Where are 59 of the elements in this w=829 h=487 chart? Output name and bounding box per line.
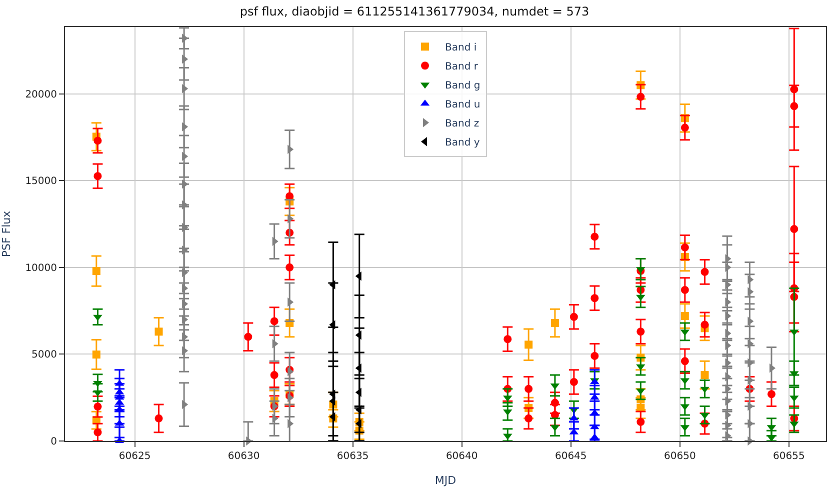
point bbox=[286, 263, 294, 272]
y-tick-label: 15000 bbox=[25, 176, 57, 188]
point bbox=[154, 414, 163, 422]
point bbox=[680, 286, 689, 294]
point bbox=[244, 332, 252, 341]
point bbox=[680, 312, 689, 320]
point bbox=[550, 318, 559, 327]
y-tick-label: 5000 bbox=[32, 350, 57, 361]
point bbox=[270, 371, 278, 380]
x-tick-label: 60640 bbox=[446, 451, 478, 462]
x-tick-label: 60630 bbox=[228, 451, 260, 462]
point bbox=[767, 390, 776, 398]
chart-title: psf flux, diaobjid = 611255141361779034, numdet = 573 bbox=[240, 4, 590, 19]
x-tick-label: 60655 bbox=[773, 451, 805, 462]
legend-label: Band g bbox=[445, 80, 480, 92]
point bbox=[92, 267, 100, 276]
point bbox=[636, 92, 645, 101]
x-tick-label: 60650 bbox=[664, 451, 696, 462]
point bbox=[94, 136, 102, 145]
point bbox=[270, 317, 278, 326]
point bbox=[590, 294, 599, 302]
point bbox=[790, 225, 798, 234]
point bbox=[504, 335, 512, 344]
y-tick-label: 10000 bbox=[25, 262, 57, 274]
point bbox=[524, 414, 533, 422]
y-tick-label: 20000 bbox=[25, 89, 57, 100]
legend-label: Band u bbox=[445, 100, 480, 111]
point bbox=[680, 243, 689, 252]
point bbox=[700, 371, 709, 380]
point bbox=[636, 418, 645, 426]
point bbox=[94, 428, 102, 436]
point bbox=[570, 378, 578, 386]
point bbox=[92, 350, 100, 359]
point bbox=[550, 398, 559, 407]
y-tick-label: 0 bbox=[50, 436, 57, 448]
point bbox=[154, 328, 163, 336]
legend-label: Band y bbox=[445, 138, 480, 149]
point bbox=[524, 384, 533, 393]
x-tick-label: 60625 bbox=[118, 451, 151, 462]
point bbox=[590, 232, 599, 241]
point bbox=[570, 312, 578, 321]
point bbox=[790, 85, 798, 94]
y-axis-title: PSF Flux bbox=[0, 210, 13, 258]
point bbox=[94, 172, 102, 180]
point bbox=[680, 357, 689, 366]
legend-label: Band z bbox=[445, 118, 480, 130]
x-tick-label: 60645 bbox=[554, 451, 587, 462]
point bbox=[700, 268, 709, 276]
point bbox=[590, 352, 599, 360]
point bbox=[790, 102, 798, 110]
legend-label: Band r bbox=[445, 62, 479, 73]
x-axis-title: MJD bbox=[434, 474, 456, 487]
point bbox=[700, 320, 709, 329]
point bbox=[636, 328, 645, 336]
legend-label: Band i bbox=[445, 42, 477, 54]
point bbox=[680, 124, 689, 132]
point bbox=[94, 402, 102, 411]
point bbox=[524, 340, 533, 349]
x-tick-label: 60635 bbox=[336, 451, 369, 462]
